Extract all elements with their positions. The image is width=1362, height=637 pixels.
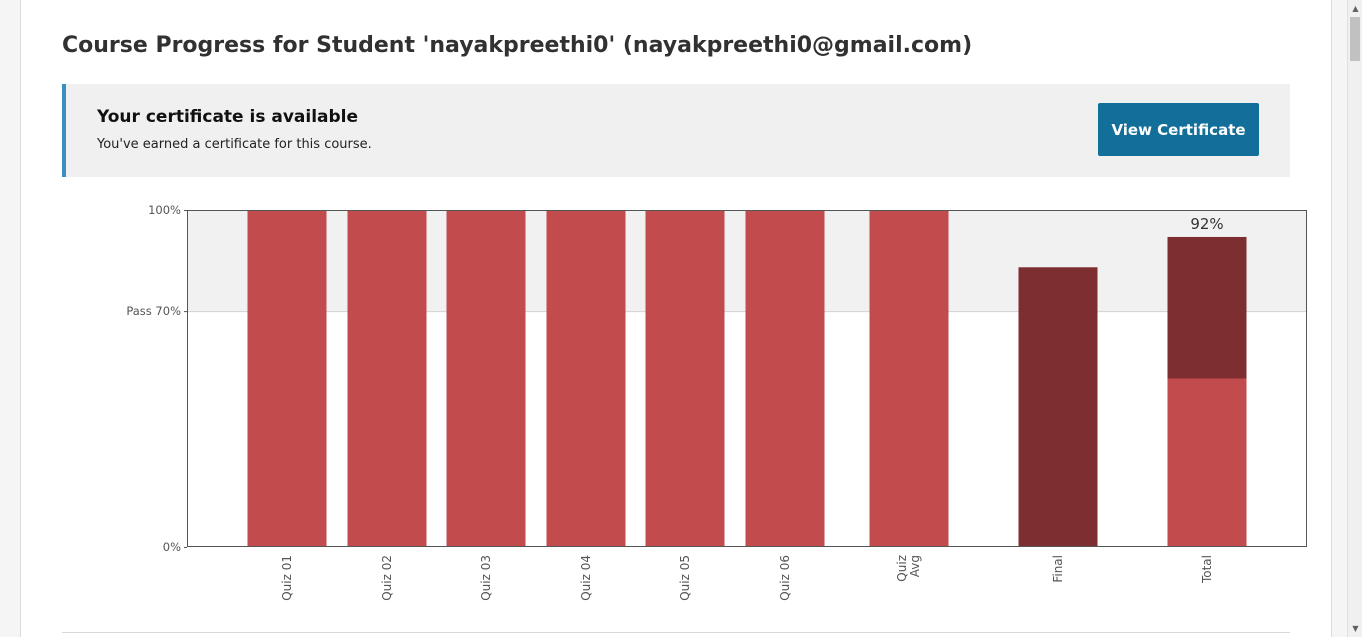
x-tick-label-line: Avg (908, 555, 922, 577)
bar-primary (645, 210, 725, 547)
y-tick-label: Pass 70% (126, 304, 181, 318)
certificate-heading: Your certificate is available (97, 107, 359, 127)
x-tick-label-line: Quiz (895, 555, 909, 582)
bar-primary (247, 210, 327, 547)
page-title: Course Progress for Student 'nayakpreeth… (62, 33, 973, 58)
content-frame: Course Progress for Student 'nayakpreeth… (20, 0, 1332, 637)
bar-primary (869, 210, 949, 547)
x-tick-label: Quiz 06 (778, 555, 792, 601)
scroll-thumb[interactable] (1350, 17, 1360, 61)
x-tick-label: Quiz 04 (579, 555, 593, 601)
y-tick-label: 100% (148, 203, 181, 217)
bar-primary (446, 210, 526, 547)
scroll-down-icon[interactable]: ▼ (1352, 624, 1359, 633)
x-tick-label-text: Final (1051, 555, 1065, 583)
view-certificate-button[interactable]: View Certificate (1098, 103, 1259, 156)
bar-primary (347, 210, 427, 547)
x-tick-label-text: Quiz 03 (479, 555, 493, 601)
bar-primary (745, 210, 825, 547)
bar-secondary (1018, 267, 1098, 547)
x-tick-label: Quiz 02 (380, 555, 394, 601)
scroll-up-icon[interactable]: ▲ (1352, 4, 1359, 13)
x-tick-label-text: Quiz 02 (380, 555, 394, 601)
x-tick-label-text: Quiz 04 (579, 555, 593, 601)
vertical-scrollbar[interactable]: ▲ ▼ (1347, 0, 1362, 637)
bar-primary (1167, 378, 1247, 547)
x-tick-label: Total (1200, 555, 1214, 584)
bar-secondary (1167, 236, 1247, 379)
y-tick-label: 0% (163, 540, 181, 554)
x-tick-label: Quiz 03 (479, 555, 493, 601)
x-tick-label-text: Quiz 01 (280, 555, 294, 601)
x-tick-label-text: Quiz 06 (778, 555, 792, 601)
certificate-banner: Your certificate is available You've ear… (62, 84, 1290, 177)
x-tick-label: Final (1051, 555, 1065, 583)
x-tick-label: Quiz 01 (280, 555, 294, 601)
certificate-message: You've earned a certificate for this cou… (97, 137, 372, 152)
total-value-label: 92% (1190, 215, 1223, 233)
x-tick-label: Quiz Avg (895, 555, 922, 582)
bar-primary (546, 210, 626, 547)
plot-border (187, 210, 1307, 547)
progress-chart: Quiz 01 Quiz 02 Quiz 03 Quiz 04 Quiz 05 Quiz … (126, 203, 1307, 601)
x-tick-label-text: Quiz 05 (678, 555, 692, 601)
section-divider (62, 632, 1290, 633)
x-tick-label: Quiz 05 (678, 555, 692, 601)
x-tick-label-text: Total (1200, 555, 1214, 584)
